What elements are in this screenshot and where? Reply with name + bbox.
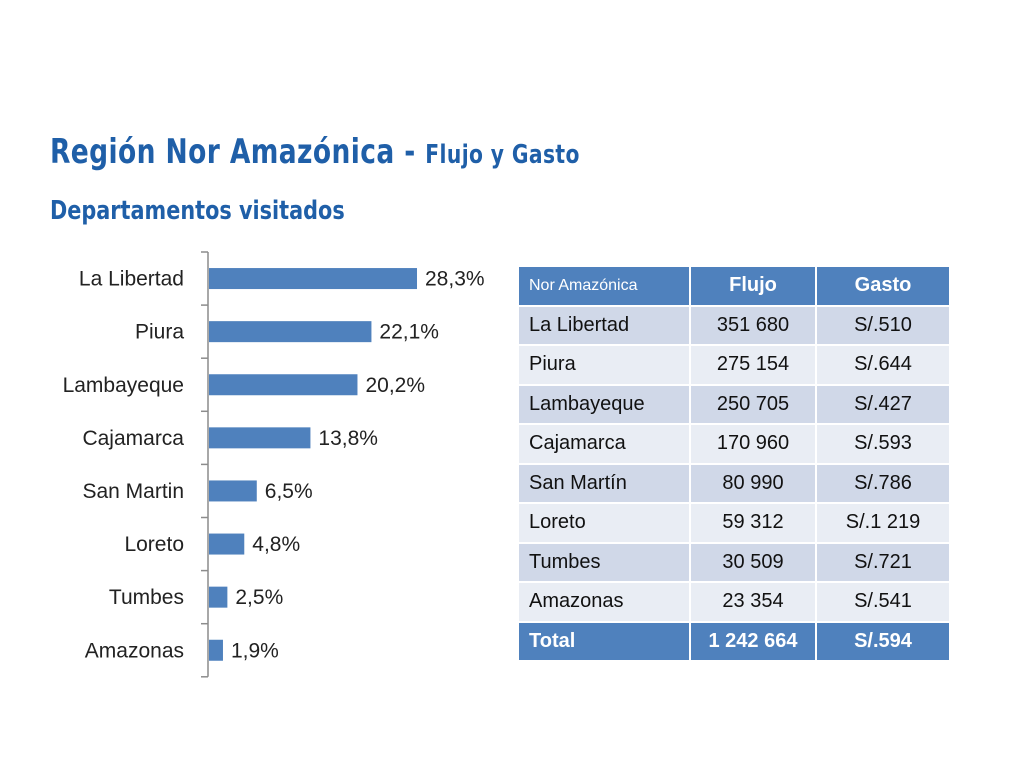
table-header-region: Nor Amazónica — [517, 265, 691, 307]
data-label: 2,5% — [235, 586, 283, 609]
bar-chart: La Libertad 28,3% Piura 22,1% Lambayeque 20,2… — [63, 251, 485, 678]
table-header-flujo: Flujo — [689, 265, 817, 307]
table-cell: Piura — [517, 344, 691, 386]
table-cell: 275 154 — [689, 344, 817, 386]
table-cell: 59 312 — [689, 502, 817, 544]
table-cell: 30 509 — [689, 541, 817, 583]
table-row: San Martín 80 990 S/.786 — [517, 462, 951, 504]
table-row: Tumbes 30 509 S/.721 — [517, 541, 951, 583]
category-label: Cajamarca — [82, 427, 184, 450]
table-cell: S/.427 — [815, 383, 951, 425]
table-cell: Cajamarca — [517, 423, 691, 465]
bar — [209, 639, 223, 661]
table-row: Loreto 59 312 S/.1 219 — [517, 502, 951, 544]
table-total-row: Total 1 242 664 S/.594 — [517, 620, 951, 662]
table-row: Cajamarca 170 960 S/.593 — [517, 423, 951, 465]
table-header-gasto: Gasto — [815, 265, 951, 307]
table-cell: 80 990 — [689, 462, 817, 504]
category-label: Piura — [135, 321, 184, 344]
data-label: 13,8% — [318, 427, 378, 450]
table-cell: San Martín — [517, 462, 691, 504]
title-main: Región Nor Amazónica - — [50, 132, 426, 172]
page-subtitle: Departamentos visitados — [50, 196, 345, 226]
table-row: Lambayeque 250 705 S/.427 — [517, 383, 951, 425]
table-cell: Loreto — [517, 502, 691, 544]
category-label: Tumbes — [109, 586, 184, 609]
table-header-row: Nor Amazónica Flujo Gasto — [517, 265, 951, 307]
table-row: Piura 275 154 S/.644 — [517, 344, 951, 386]
table-cell: S/.593 — [815, 423, 951, 465]
bar — [209, 586, 228, 608]
data-label: 6,5% — [265, 480, 313, 503]
bar — [209, 427, 311, 449]
page-title: Región Nor Amazónica - Flujo y Gasto — [50, 132, 580, 172]
table-cell: S/.1 219 — [815, 502, 951, 544]
bar — [209, 374, 358, 396]
table-row: Amazonas 23 354 S/.541 — [517, 581, 951, 623]
data-label: 1,9% — [231, 639, 279, 662]
table-cell: Tumbes — [517, 541, 691, 583]
table-cell: 170 960 — [689, 423, 817, 465]
table-cell: Lambayeque — [517, 383, 691, 425]
table-cell: 23 354 — [689, 581, 817, 623]
total-label: Total — [517, 620, 691, 662]
total-gasto: S/.594 — [815, 620, 951, 662]
data-table: Nor Amazónica Flujo Gasto La Libertad 351… — [517, 265, 951, 662]
total-flujo: 1 242 664 — [689, 620, 817, 662]
category-label: Lambayeque — [63, 374, 184, 397]
bar — [209, 533, 245, 555]
category-label: Loreto — [124, 533, 184, 556]
bar — [209, 321, 372, 343]
table-cell: 351 680 — [689, 304, 817, 346]
table-cell: S/.786 — [815, 462, 951, 504]
table-cell: Amazonas — [517, 581, 691, 623]
table-cell: S/.541 — [815, 581, 951, 623]
title-small: Flujo y Gasto — [425, 140, 580, 170]
data-label: 20,2% — [365, 374, 425, 397]
table-row: La Libertad 351 680 S/.510 — [517, 304, 951, 346]
bar — [209, 268, 418, 290]
table-cell: S/.510 — [815, 304, 951, 346]
category-label: Amazonas — [85, 639, 184, 662]
table-cell: S/.644 — [815, 344, 951, 386]
category-label: San Martin — [82, 480, 184, 503]
data-label: 28,3% — [425, 268, 485, 291]
bar — [209, 480, 257, 502]
data-label: 22,1% — [379, 321, 439, 344]
table-cell: 250 705 — [689, 383, 817, 425]
data-label: 4,8% — [252, 533, 300, 556]
table-cell: La Libertad — [517, 304, 691, 346]
table-cell: S/.721 — [815, 541, 951, 583]
category-label: La Libertad — [79, 268, 184, 291]
